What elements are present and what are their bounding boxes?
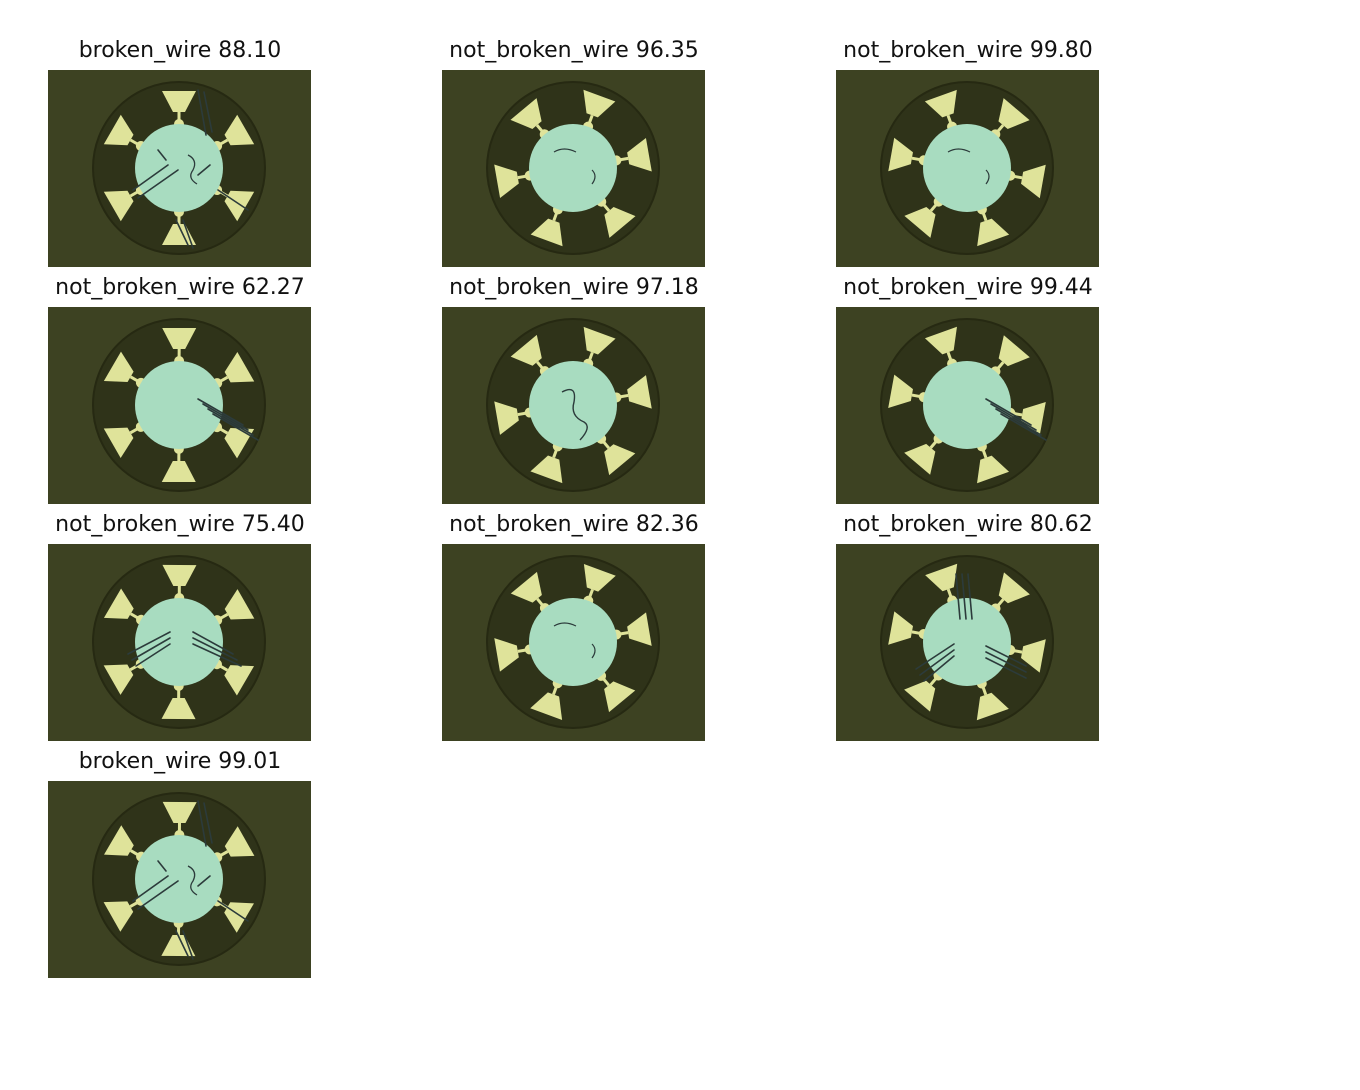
scratch-mark xyxy=(202,403,249,431)
sample-image xyxy=(836,544,1099,741)
scratch-mark xyxy=(217,900,249,922)
scratch-mark xyxy=(955,573,961,620)
panel-title: not_broken_wire 99.44 xyxy=(843,275,1093,300)
pad-shape xyxy=(904,433,944,475)
cross-section-photo xyxy=(442,70,705,267)
scratch-mark xyxy=(217,189,249,211)
scratch-mark xyxy=(919,649,955,676)
scratch-mark xyxy=(947,148,971,153)
scratch-mark xyxy=(591,643,596,659)
scratch-mark xyxy=(985,645,1027,667)
scratch-mark xyxy=(132,875,169,902)
sample-image xyxy=(442,544,705,741)
scratch-mark xyxy=(137,169,179,199)
scratch-mark xyxy=(995,408,1042,436)
scratch-mark xyxy=(135,643,171,667)
scratch-mark xyxy=(985,398,1032,426)
cross-section-photo xyxy=(442,307,705,504)
cross-section-photo xyxy=(836,70,1099,267)
scratch-mark xyxy=(915,643,955,670)
panel-title: not_broken_wire 62.27 xyxy=(55,275,305,300)
panel-title: not_broken_wire 96.35 xyxy=(449,38,699,63)
sample-image xyxy=(48,307,311,504)
scratch-mark xyxy=(203,91,213,133)
scratch-mark xyxy=(591,169,596,185)
scratch-mark xyxy=(192,631,234,655)
cross-section-photo xyxy=(48,781,311,978)
scratch-mark xyxy=(197,875,211,887)
scratch-mark xyxy=(212,413,259,441)
sample-image xyxy=(48,781,311,978)
scratch-mark xyxy=(157,860,167,872)
sample-image xyxy=(48,70,311,267)
cross-section-photo xyxy=(836,307,1099,504)
panel-title: not_broken_wire 99.80 xyxy=(843,38,1093,63)
scratch-mark xyxy=(967,573,973,620)
scratch-mark xyxy=(990,403,1037,431)
scratch-mark xyxy=(192,637,238,661)
pad-shape xyxy=(583,89,616,132)
panel-title: not_broken_wire 75.40 xyxy=(55,512,305,537)
scratch-mark xyxy=(961,573,967,620)
scratch-mark xyxy=(207,408,254,436)
scratch-mark xyxy=(985,657,1027,679)
scratch-mark xyxy=(175,219,189,246)
scratch-mark xyxy=(157,149,167,161)
scratch-mark xyxy=(192,643,242,667)
scratch-mark xyxy=(187,865,198,896)
scratch-mark xyxy=(985,169,990,185)
scratch-mark xyxy=(1000,413,1047,441)
scratch-mark xyxy=(561,388,588,441)
scratch-mark xyxy=(197,164,211,176)
scratch-mark xyxy=(127,631,171,655)
sample-image xyxy=(442,307,705,504)
cross-section-photo xyxy=(48,544,311,741)
sample-image xyxy=(836,70,1099,267)
panel-title: broken_wire 99.01 xyxy=(78,749,282,774)
scratch-mark xyxy=(203,802,213,844)
scratch-mark xyxy=(132,164,169,191)
cross-section-photo xyxy=(442,544,705,741)
scratch-mark xyxy=(985,651,1027,673)
scratch-mark xyxy=(137,880,179,910)
scratch-mark xyxy=(131,637,171,661)
scratch-mark xyxy=(553,622,577,627)
scratch-mark xyxy=(187,154,198,185)
cross-section-photo xyxy=(836,544,1099,741)
pad-shape xyxy=(596,433,636,476)
cross-section-photo xyxy=(48,70,311,267)
sample-image xyxy=(836,307,1099,504)
sample-image xyxy=(48,544,311,741)
panel-title: not_broken_wire 80.62 xyxy=(843,512,1093,537)
cross-section-photo xyxy=(48,307,311,504)
scratch-mark xyxy=(182,930,194,960)
panel-title: not_broken_wire 97.18 xyxy=(449,275,699,300)
scratch-mark xyxy=(923,655,955,682)
panel-title: not_broken_wire 82.36 xyxy=(449,512,699,537)
scratch-mark xyxy=(182,219,194,249)
scratch-mark xyxy=(197,89,207,136)
scratch-mark xyxy=(197,398,244,426)
panel-title: broken_wire 88.10 xyxy=(78,38,282,63)
scratch-mark xyxy=(197,800,207,847)
scratch-mark xyxy=(553,148,577,153)
sample-image xyxy=(442,70,705,267)
scratch-mark xyxy=(175,930,189,957)
